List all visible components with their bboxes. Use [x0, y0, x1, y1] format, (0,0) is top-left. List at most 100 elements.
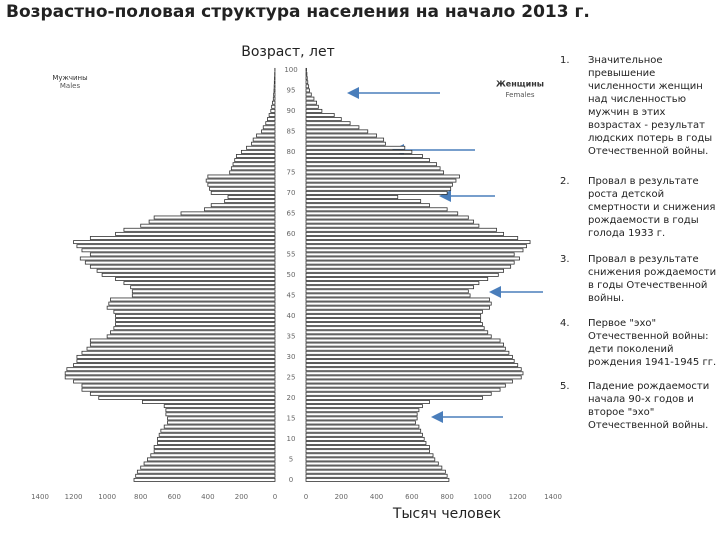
bar [153, 445, 276, 450]
bar [305, 346, 506, 351]
bar [305, 424, 420, 429]
bar [81, 383, 276, 388]
bar [113, 309, 276, 314]
bar [273, 84, 276, 89]
y-tick-label: 65 [287, 210, 296, 218]
note-text: Значительное превышение численности женщ… [588, 55, 713, 157]
bar [305, 465, 443, 470]
bar [305, 461, 439, 466]
bar [305, 236, 519, 240]
bar [101, 272, 276, 277]
x-tick-label: 0 [273, 493, 277, 501]
x-tick-label: 400 [370, 493, 383, 501]
y-tick-label: 95 [287, 87, 296, 95]
bar [305, 203, 430, 208]
bar [305, 469, 446, 474]
bar [305, 318, 482, 322]
bar [305, 162, 437, 167]
bar [305, 432, 423, 437]
legend-label: Женщины [496, 80, 544, 89]
x-tick-label: 400 [201, 493, 214, 501]
bar [305, 338, 501, 343]
x-tick-label: 1000 [474, 493, 492, 501]
note: 1. Значительное превышение численности же… [560, 54, 718, 158]
note-text: Первое "эхо" Отечественной войны: дети п… [588, 318, 717, 368]
note-text: Провал в результате роста детской смертн… [588, 176, 716, 239]
bar [305, 96, 315, 101]
bar [305, 281, 480, 286]
x-tick-label: 1200 [65, 493, 83, 501]
bar [305, 252, 515, 257]
bar [305, 371, 524, 376]
bar [305, 92, 312, 97]
bar [305, 121, 351, 126]
bar [252, 137, 276, 142]
bar [305, 186, 452, 191]
bar [76, 354, 276, 359]
bar [140, 223, 276, 228]
bar [305, 84, 310, 89]
bar [305, 473, 448, 478]
bar [73, 379, 276, 384]
bar [147, 457, 276, 462]
bar [232, 162, 276, 167]
bar [251, 141, 276, 146]
bar [305, 248, 524, 253]
bar [81, 387, 276, 392]
bar [305, 231, 505, 236]
bar [305, 76, 308, 81]
bar [305, 100, 317, 105]
bar [204, 207, 276, 212]
bar [273, 88, 276, 93]
bar [81, 350, 276, 355]
y-tick-label: 70 [287, 189, 296, 197]
bar [305, 215, 469, 220]
bar [89, 342, 276, 347]
bar [272, 100, 276, 105]
bar [305, 88, 310, 93]
bar [305, 104, 319, 109]
bar [305, 301, 492, 306]
bar [271, 104, 276, 109]
bar [141, 400, 276, 404]
bar [143, 461, 276, 466]
bar [305, 182, 453, 187]
bar [131, 293, 276, 298]
y-tick-label: 10 [287, 435, 296, 443]
bar [305, 293, 471, 298]
bar [165, 412, 276, 417]
bar [305, 326, 485, 331]
note-number: 2. [560, 176, 570, 187]
bar [150, 453, 276, 458]
bar [305, 67, 307, 72]
bar [305, 113, 335, 117]
bar [73, 363, 276, 368]
bar [136, 469, 276, 474]
bar [305, 363, 519, 368]
bar [246, 145, 276, 150]
bar [157, 441, 276, 445]
bar [305, 272, 499, 277]
bar [89, 391, 276, 396]
bar [305, 244, 527, 249]
bar [153, 215, 276, 220]
bar [305, 211, 459, 216]
y-tick-label: 100 [284, 66, 297, 74]
bar [305, 350, 510, 355]
bar [305, 190, 448, 195]
bar [267, 117, 276, 122]
note: 2. Провал в результате роста детской смер… [560, 175, 718, 240]
y-tick-label: 30 [287, 353, 296, 361]
bar [305, 133, 377, 138]
bar [241, 149, 276, 154]
bar [305, 367, 522, 372]
bar [305, 154, 423, 158]
x-tick-label: 200 [235, 493, 248, 501]
bar [115, 277, 276, 281]
y-tick-label: 45 [287, 292, 296, 300]
x-tick-label: 1000 [98, 493, 116, 501]
bar [305, 80, 309, 85]
y-tick-label: 15 [287, 415, 296, 423]
